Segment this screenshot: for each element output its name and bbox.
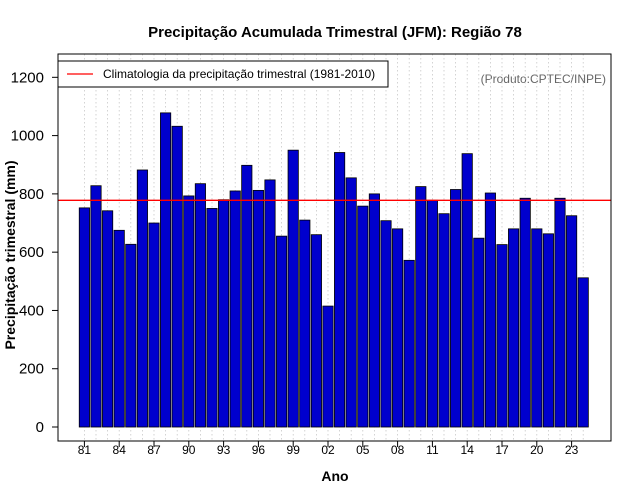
bar-2023 <box>566 215 578 428</box>
bar-2010 <box>415 186 427 428</box>
bar-2016 <box>484 192 496 428</box>
x-tick-label: 87 <box>147 443 161 457</box>
y-tick-label: 200 <box>19 361 44 378</box>
x-tick-label: 93 <box>217 443 231 457</box>
bar-2017 <box>496 244 508 428</box>
bar-2012 <box>438 213 450 428</box>
bar-1990 <box>183 195 195 428</box>
x-tick-label: 90 <box>182 443 196 457</box>
bar-1997 <box>264 179 276 428</box>
axes: 0 200 400 600 800 1000 1200 81 84 87 90 93 96 99 02 05 0… <box>11 53 612 457</box>
y-tick-label: 0 <box>36 419 44 436</box>
x-tick-label: 11 <box>426 443 439 457</box>
bar-1986 <box>136 169 148 428</box>
y-tick-label: 1000 <box>11 128 44 145</box>
bar-1996 <box>252 189 264 428</box>
bar-2008 <box>392 228 404 428</box>
bar-2021 <box>542 233 554 428</box>
bar-2020 <box>531 228 543 428</box>
bar-1984 <box>113 229 125 428</box>
plot-frame <box>57 53 612 442</box>
product-annotation: (Produto:CPTEC/INPE) <box>481 72 606 86</box>
bar-2019 <box>519 197 531 428</box>
bar-2005 <box>357 205 369 428</box>
bar-2013 <box>450 189 462 428</box>
bar-2003 <box>334 152 346 428</box>
x-tick-label: 23 <box>565 443 579 457</box>
bar-2009 <box>403 259 415 428</box>
x-tick-label: 99 <box>287 443 301 457</box>
bar-1993 <box>218 199 230 428</box>
bar-1999 <box>287 149 299 428</box>
bar-2004 <box>345 177 357 428</box>
y-axis-label: Precipitação trimestral (mm) <box>2 160 18 349</box>
bar-2011 <box>426 199 438 428</box>
x-tick-label: 17 <box>495 443 509 457</box>
bar-2024 <box>577 277 589 428</box>
legend-box <box>57 60 389 88</box>
bar-1994 <box>229 190 241 428</box>
x-tick-label: 02 <box>321 443 335 457</box>
x-tick-label: 84 <box>113 443 127 457</box>
bar-2015 <box>473 237 485 428</box>
y-tick-label: 800 <box>19 186 44 203</box>
chart-title: Precipitação Acumulada Trimestral (JFM):… <box>148 24 522 41</box>
bar-2014 <box>461 153 473 428</box>
y-tick-label: 400 <box>19 302 44 319</box>
y-tick-label: 600 <box>19 244 44 261</box>
x-tick-label: 96 <box>252 443 266 457</box>
y-tick-label: 1200 <box>11 69 44 86</box>
bar-2007 <box>380 220 392 428</box>
bar-1987 <box>148 222 160 428</box>
bar-1992 <box>206 208 218 428</box>
bar-1989 <box>171 125 183 428</box>
bar-2000 <box>299 219 311 428</box>
x-tick-label: 14 <box>461 443 475 457</box>
bars <box>78 112 589 428</box>
bar-1995 <box>241 164 253 428</box>
bar-2006 <box>368 193 380 428</box>
bar-2022 <box>554 197 566 428</box>
x-tick-label: 05 <box>356 443 370 457</box>
x-tick-label: 81 <box>78 443 92 457</box>
x-tick-label: 08 <box>391 443 405 457</box>
bar-1983 <box>102 210 114 428</box>
bar-1988 <box>160 112 172 428</box>
bar-2001 <box>310 234 322 428</box>
legend: Climatologia da precipitação trimestral … <box>57 60 389 88</box>
bar-1981 <box>78 207 90 428</box>
x-axis-label: Ano <box>321 468 348 484</box>
bar-2002 <box>322 305 334 428</box>
bar-2018 <box>508 228 520 428</box>
x-tick-label: 20 <box>530 443 544 457</box>
bar-1982 <box>90 185 102 428</box>
legend-label: Climatologia da precipitação trimestral … <box>103 67 375 81</box>
bar-1998 <box>276 235 288 428</box>
bar-1985 <box>125 243 137 428</box>
bar-1991 <box>194 183 206 428</box>
